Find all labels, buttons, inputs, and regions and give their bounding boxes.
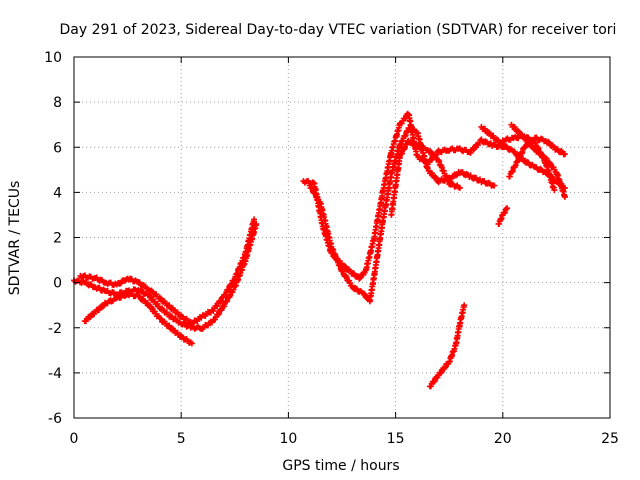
y-tick-label: 6 bbox=[53, 140, 62, 156]
series-markers bbox=[388, 137, 463, 218]
axis-ticks: 0 5 10 15 20 25 -6 -4 -2 0 2 4 6 8 10 bbox=[44, 50, 619, 447]
x-tick-label: 20 bbox=[494, 431, 512, 447]
grid-lines bbox=[74, 57, 610, 418]
series-markers bbox=[426, 302, 468, 390]
y-tick-label: -6 bbox=[48, 411, 62, 427]
series-7 bbox=[426, 302, 468, 390]
x-tick-label: 25 bbox=[601, 431, 619, 447]
x-tick-label: 10 bbox=[279, 431, 297, 447]
y-tick-label: 8 bbox=[53, 95, 62, 111]
y-tick-label: 4 bbox=[53, 185, 62, 201]
series-3 bbox=[77, 216, 258, 328]
x-tick-label: 15 bbox=[387, 431, 405, 447]
y-tick-label: 2 bbox=[53, 231, 62, 247]
x-tick-label: 0 bbox=[70, 431, 79, 447]
series-markers bbox=[77, 216, 258, 328]
chart-title: Day 291 of 2023, Sidereal Day-to-day VTE… bbox=[60, 22, 617, 38]
data-points bbox=[71, 110, 568, 390]
series-12 bbox=[499, 132, 558, 194]
y-tick-label: 10 bbox=[44, 50, 62, 66]
series-8 bbox=[495, 205, 511, 227]
x-axis-label: GPS time / hours bbox=[282, 458, 399, 474]
y-tick-label: -2 bbox=[48, 321, 62, 337]
series-6 bbox=[388, 137, 463, 218]
y-tick-label: -4 bbox=[48, 366, 62, 382]
x-tick-label: 5 bbox=[177, 431, 186, 447]
series-markers bbox=[495, 205, 511, 227]
y-tick-label: 0 bbox=[53, 276, 62, 292]
y-axis-label: SDTVAR / TECUs bbox=[7, 181, 23, 296]
series-markers bbox=[499, 132, 558, 194]
series-2 bbox=[81, 290, 195, 347]
series-markers bbox=[81, 290, 195, 347]
